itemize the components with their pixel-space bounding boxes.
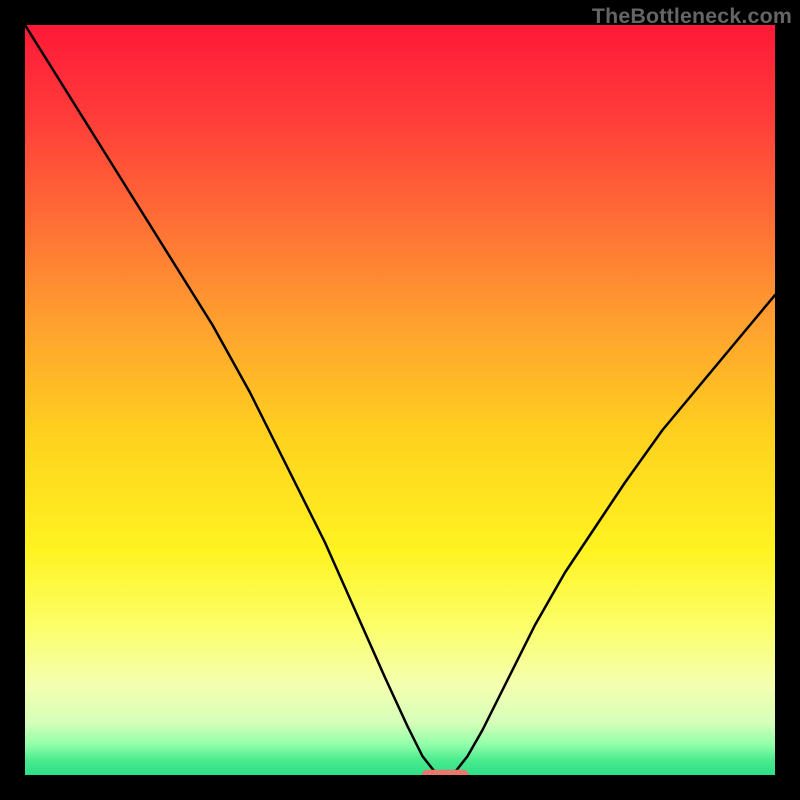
chart-frame: TheBottleneck.com [0,0,800,800]
curve-path [25,25,775,775]
watermark-text: TheBottleneck.com [592,4,792,29]
optimum-marker [422,770,469,775]
bottleneck-curve [25,25,775,775]
plot-area [25,25,775,775]
